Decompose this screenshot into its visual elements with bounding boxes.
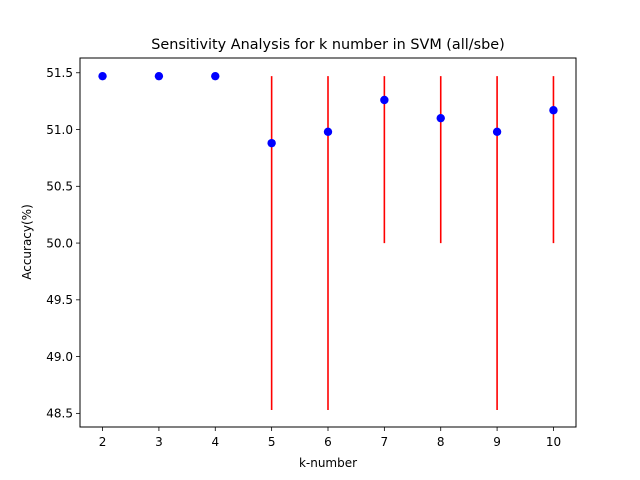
x-ticks: 2 3 4 5 6 7 8 9 10 — [99, 427, 561, 449]
y-tick-label: 49.0 — [46, 350, 73, 364]
x-axis-label: k-number — [299, 456, 357, 470]
y-axis-label: Accuracy(%) — [20, 204, 34, 280]
y-ticks: 48.5 49.0 49.5 50.0 50.5 51.0 51.5 — [46, 66, 80, 421]
y-tick-label: 51.5 — [46, 66, 73, 80]
x-tick-label: 7 — [381, 435, 389, 449]
y-tick-label: 49.5 — [46, 293, 73, 307]
x-tick-label: 5 — [268, 435, 276, 449]
x-tick-label: 4 — [211, 435, 219, 449]
points-group — [98, 71, 558, 148]
x-tick-label: 3 — [155, 435, 163, 449]
data-point — [211, 71, 220, 81]
data-point — [323, 127, 333, 136]
data-point — [380, 95, 389, 105]
x-tick-label: 2 — [99, 435, 107, 449]
y-tick-label: 51.0 — [46, 123, 73, 137]
x-tick-label: 9 — [493, 435, 501, 449]
x-tick-label: 10 — [546, 435, 561, 449]
data-point — [154, 71, 164, 81]
data-point — [492, 127, 502, 136]
plot-frame — [79, 57, 577, 428]
y-tick-label: 48.5 — [46, 407, 73, 421]
data-point — [436, 113, 445, 123]
data-point — [98, 71, 107, 81]
errorbars-group — [270, 76, 555, 410]
data-point — [549, 106, 558, 115]
x-tick-label: 6 — [324, 435, 332, 449]
chart-title: Sensitivity Analysis for k number in SVM… — [151, 37, 504, 53]
x-tick-label: 8 — [437, 435, 445, 449]
y-tick-label: 50.0 — [46, 236, 73, 250]
data-point — [267, 138, 276, 148]
y-tick-label: 50.5 — [46, 180, 73, 194]
